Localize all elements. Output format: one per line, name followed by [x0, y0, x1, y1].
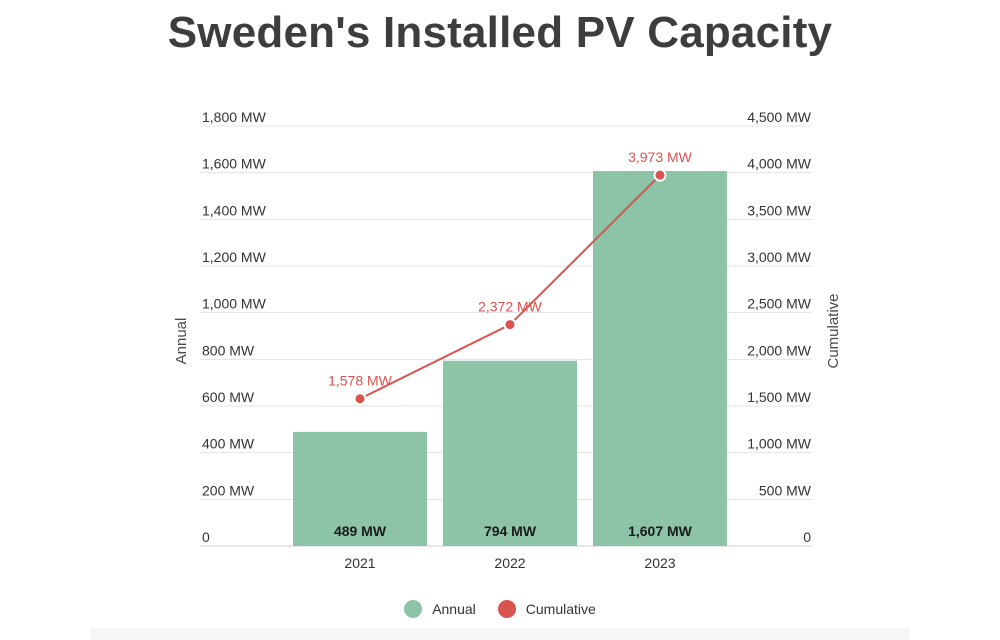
bar-data-label: 794 MW [484, 523, 537, 539]
bar-data-label: 1,607 MW [628, 523, 693, 539]
chart-title: Sweden's Installed PV Capacity [167, 8, 833, 57]
legend-swatch-cumulative [497, 600, 516, 618]
y-left-tick-label: 1,000 MW [202, 296, 267, 312]
legend-label-cumulative: Cumulative [525, 601, 596, 617]
point-data-label: 2,372 MW [478, 299, 543, 315]
y-left-tick-label: 1,200 MW [202, 249, 267, 265]
chart-plot: 0 0 200 MW 500 MW 400 MW 1,000 MW 600 MW 1,500 … [173, 109, 842, 571]
x-tick-label: 2021 [344, 555, 375, 571]
y-left-tick-label: 0 [202, 529, 210, 545]
y-left-axis-title: Annual [173, 318, 190, 365]
bar-annual [293, 431, 427, 546]
bar-data-label: 489 MW [334, 523, 387, 539]
bottom-strip [90, 628, 910, 640]
y-left-tick-label: 800 MW [202, 342, 255, 358]
y-left-tick-label: 600 MW [202, 389, 255, 405]
point-cumulative [653, 168, 667, 182]
y-right-tick-label: 1,500 MW [747, 389, 812, 405]
y-left-tick-label: 1,400 MW [202, 202, 267, 218]
y-left-tick-label: 400 MW [202, 436, 255, 452]
legend-item-annual[interactable]: Annual [404, 600, 476, 618]
bar-annual [443, 360, 577, 546]
y-right-tick-label: 3,500 MW [747, 202, 812, 218]
y-right-axis-title: Cumulative [825, 293, 842, 368]
y-right-tick-label: 0 [803, 529, 811, 545]
y-right-tick-label: 2,500 MW [747, 296, 812, 312]
legend: Annual Cumulative [0, 600, 1000, 618]
bar-annual [593, 171, 727, 547]
y-right-tick-label: 3,000 MW [747, 249, 812, 265]
y-right-tick-label: 500 MW [759, 482, 812, 498]
y-left-tick-label: 1,800 MW [202, 109, 267, 125]
legend-swatch-annual [404, 600, 423, 618]
y-left-tick-label: 200 MW [202, 482, 255, 498]
point-data-label: 3,973 MW [628, 149, 693, 165]
y-right-tick-label: 4,500 MW [747, 109, 812, 125]
x-tick-label: 2023 [644, 555, 675, 571]
y-left-tick-label: 1,600 MW [202, 156, 267, 172]
legend-item-cumulative[interactable]: Cumulative [497, 600, 596, 618]
point-data-label: 1,578 MW [328, 373, 393, 389]
point-cumulative [503, 318, 517, 332]
legend-label-annual: Annual [432, 601, 476, 617]
x-tick-label: 2022 [494, 555, 525, 571]
point-cumulative [353, 392, 367, 406]
y-right-tick-label: 4,000 MW [747, 156, 812, 172]
y-right-tick-label: 1,000 MW [747, 436, 812, 452]
y-right-tick-label: 2,000 MW [747, 342, 812, 358]
